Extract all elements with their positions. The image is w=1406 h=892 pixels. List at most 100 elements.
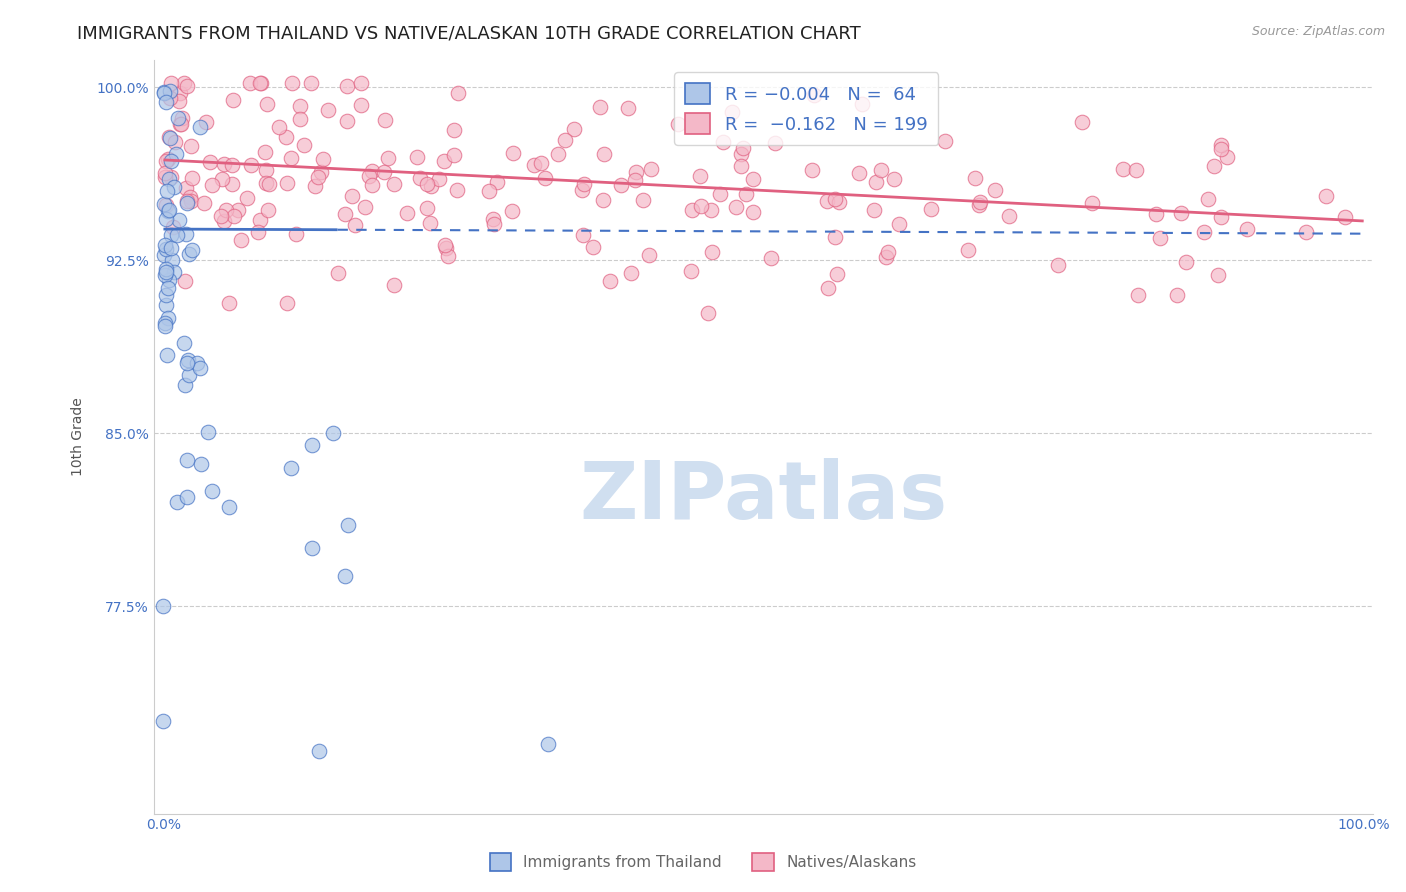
Point <box>153 318 176 333</box>
Point <box>1206 268 1229 283</box>
Point <box>434 238 457 252</box>
Point <box>212 157 235 171</box>
Point <box>165 147 187 161</box>
Point <box>848 166 870 180</box>
Point <box>969 195 991 210</box>
Point <box>209 209 232 223</box>
Point <box>157 280 180 294</box>
Point <box>159 273 181 287</box>
Point <box>957 244 980 258</box>
Point <box>301 437 323 451</box>
Point <box>163 264 186 278</box>
Point <box>681 264 703 278</box>
Point <box>624 164 647 178</box>
Point <box>360 178 382 193</box>
Point <box>284 227 307 242</box>
Legend: R = −0.004   N =  64, R =  −0.162   N = 199: R = −0.004 N = 64, R = −0.162 N = 199 <box>673 72 938 145</box>
Point <box>257 203 280 218</box>
Text: IMMIGRANTS FROM THAILAND VS NATIVE/ALASKAN 10TH GRADE CORRELATION CHART: IMMIGRANTS FROM THAILAND VS NATIVE/ALASK… <box>77 25 860 43</box>
Point <box>875 250 897 264</box>
Point <box>288 98 311 112</box>
Point <box>176 79 198 94</box>
Point <box>304 178 326 193</box>
Point <box>965 171 987 186</box>
Point <box>249 212 271 227</box>
Point <box>887 217 910 231</box>
Point <box>1111 161 1133 176</box>
Point <box>155 265 177 279</box>
Point <box>382 278 405 293</box>
Point <box>359 169 381 184</box>
Point <box>198 155 221 169</box>
Point <box>803 88 825 103</box>
Point <box>240 158 263 172</box>
Point <box>155 316 177 330</box>
Point <box>218 500 240 514</box>
Point <box>172 112 194 126</box>
Point <box>534 170 557 185</box>
Point <box>176 452 198 467</box>
Point <box>167 212 190 227</box>
Point <box>1170 206 1192 220</box>
Point <box>416 201 439 215</box>
Point <box>374 112 396 127</box>
Point <box>1125 163 1147 178</box>
Point <box>159 91 181 105</box>
Point <box>166 227 188 242</box>
Point <box>416 178 439 192</box>
Point <box>180 138 202 153</box>
Point <box>276 296 298 310</box>
Point <box>851 97 873 112</box>
Point <box>1334 210 1357 224</box>
Point <box>170 117 193 131</box>
Point <box>301 541 323 556</box>
Point <box>201 178 224 192</box>
Point <box>222 93 245 107</box>
Point <box>188 361 211 376</box>
Point <box>883 172 905 186</box>
Point <box>214 214 236 228</box>
Point <box>967 198 990 212</box>
Point <box>176 196 198 211</box>
Point <box>155 288 177 302</box>
Point <box>382 177 405 191</box>
Point <box>523 158 546 172</box>
Text: ZIPatlas: ZIPatlas <box>579 458 948 536</box>
Point <box>276 176 298 190</box>
Point <box>593 147 616 161</box>
Point <box>690 199 713 213</box>
Point <box>1128 287 1150 301</box>
Point <box>267 120 290 135</box>
Point <box>221 158 243 172</box>
Point <box>865 175 887 189</box>
Point <box>1204 159 1226 173</box>
Point <box>155 198 177 212</box>
Point <box>1197 192 1219 206</box>
Point <box>280 460 302 475</box>
Point <box>163 135 186 149</box>
Point <box>169 87 191 101</box>
Point <box>167 94 190 108</box>
Point <box>530 156 553 170</box>
Point <box>828 195 851 210</box>
Point <box>427 171 450 186</box>
Point <box>176 227 198 241</box>
Point <box>824 230 846 244</box>
Point <box>228 202 250 217</box>
Point <box>322 426 344 441</box>
Point <box>437 249 460 263</box>
Point <box>294 138 316 153</box>
Point <box>554 134 576 148</box>
Point <box>169 117 191 131</box>
Point <box>312 152 335 166</box>
Point <box>193 195 215 210</box>
Point <box>152 714 174 729</box>
Point <box>155 153 177 168</box>
Point <box>361 163 384 178</box>
Point <box>176 490 198 504</box>
Point <box>188 120 211 134</box>
Point <box>502 145 524 160</box>
Point <box>624 173 647 187</box>
Point <box>478 184 501 198</box>
Point <box>160 76 183 90</box>
